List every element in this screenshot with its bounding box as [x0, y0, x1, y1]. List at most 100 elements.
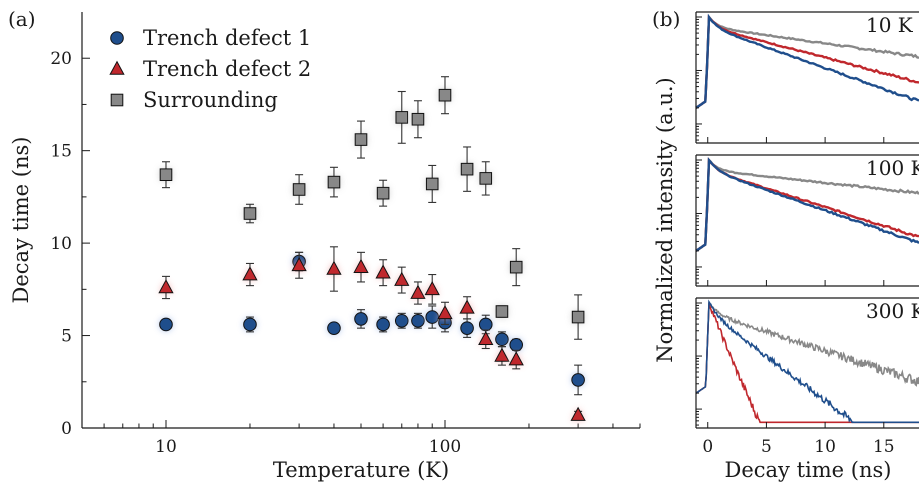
panel-a-x-ticks: 10 100 [81, 420, 641, 457]
data-point-trench2 [242, 262, 258, 287]
point-marker [394, 271, 410, 286]
series-trench1 [159, 251, 585, 396]
data-point-surrounding [438, 76, 452, 115]
data-point-trench1 [571, 364, 585, 396]
panel-b-x-axis-label: Decay time (ns) [725, 458, 892, 482]
panel-a-label: (a) [8, 7, 36, 31]
point-marker [376, 317, 390, 332]
point-marker [459, 299, 475, 314]
point-marker [354, 133, 368, 146]
decay-curve-trench1 [695, 299, 919, 424]
point-marker [494, 347, 510, 362]
data-point-trench1 [495, 331, 509, 348]
subpanel-0: 10 K [695, 11, 919, 144]
data-point-surrounding [411, 100, 425, 139]
point-marker [509, 260, 523, 274]
point-marker [158, 279, 174, 294]
point-marker [375, 264, 391, 279]
data-point-trench2 [570, 406, 586, 421]
point-marker [570, 406, 586, 421]
data-point-trench2 [394, 266, 410, 294]
data-point-trench1 [376, 316, 390, 333]
panel-b-x-tick-label: 5 [761, 437, 772, 457]
data-point-surrounding [509, 248, 523, 287]
legend-label: Trench defect 1 [143, 26, 311, 50]
decay-curve-trench2 [695, 14, 919, 109]
data-point-trench2 [375, 259, 391, 287]
point-marker [495, 305, 509, 318]
y-tick-label: 10 [50, 234, 72, 254]
data-point-trench1 [327, 321, 341, 335]
y-tick-label: 20 [50, 49, 72, 69]
data-point-trench2 [459, 296, 475, 320]
subpanel-temperature-label: 300 K [866, 299, 919, 323]
panel-b-x-tick-label: 10 [814, 437, 836, 457]
point-marker [291, 256, 307, 272]
panel-a-x-axis-label: Temperature (K) [273, 458, 449, 482]
point-marker [376, 186, 390, 200]
panel-b-x-tick-label: 15 [873, 437, 895, 457]
point-marker [327, 321, 341, 335]
point-marker [424, 280, 440, 296]
point-marker [353, 258, 369, 273]
data-point-trench1 [460, 318, 474, 338]
data-point-surrounding [395, 90, 409, 144]
data-point-trench1 [394, 312, 409, 329]
x-tick-label: 10 [155, 437, 177, 457]
decay-curve-trench1 [695, 13, 919, 109]
point-marker [571, 310, 585, 324]
data-point-surrounding [460, 146, 474, 192]
point-marker [354, 312, 368, 326]
decay-curve-trench1 [695, 157, 919, 252]
point-marker [243, 317, 257, 332]
point-marker [292, 183, 306, 196]
data-point-trench2 [437, 301, 453, 326]
x-tick-label: 100 [429, 437, 461, 457]
point-marker [438, 88, 452, 102]
data-point-surrounding [354, 120, 368, 159]
panel-b-x-tick-label: 0 [702, 437, 713, 457]
panel-b: (b) Normalized intensity (a.u.) 10 K 100 … [652, 7, 919, 482]
point-marker [508, 351, 524, 366]
data-point-trench2 [158, 275, 174, 300]
y-tick-label: 0 [61, 419, 72, 439]
legend-label: Trench defect 2 [143, 57, 311, 81]
panel-a-y-ticks: 0 5 10 15 20 [50, 49, 90, 439]
data-point-surrounding [425, 164, 439, 203]
point-marker [243, 207, 257, 220]
legend-marker [109, 60, 125, 75]
point-marker [394, 313, 409, 328]
panel-a-y-axis-label: Decay time (ns) [9, 137, 33, 304]
panel-a-series [158, 76, 586, 421]
data-point-trench2 [478, 329, 494, 350]
point-marker [478, 330, 494, 346]
series-trench2 [158, 246, 586, 421]
data-point-trench2 [326, 246, 342, 292]
data-point-trench1 [411, 312, 425, 329]
point-marker [495, 332, 509, 347]
data-point-trench1 [354, 309, 368, 329]
point-marker [326, 260, 342, 275]
data-point-surrounding [571, 294, 585, 340]
point-marker [478, 317, 493, 332]
y-tick-label: 15 [50, 142, 72, 162]
data-point-surrounding [243, 203, 257, 224]
point-marker [159, 168, 173, 182]
subpanel-temperature-label: 10 K [866, 13, 914, 37]
point-marker [479, 172, 493, 185]
legend-entry-surrounding: Surrounding [110, 88, 278, 112]
subpanel-1: 100 K [695, 154, 919, 287]
data-point-surrounding [327, 166, 341, 198]
decay-curve-surrounding [695, 14, 919, 109]
data-point-surrounding [495, 305, 509, 318]
series-surrounding [159, 76, 585, 340]
point-marker [395, 111, 409, 124]
legend: Trench defect 1 Trench defect 2 Surroundin… [109, 26, 311, 112]
data-point-trench2 [508, 349, 524, 370]
point-marker [411, 313, 425, 328]
legend-marker [110, 93, 124, 107]
data-point-trench1 [425, 305, 440, 329]
data-point-surrounding [479, 161, 493, 196]
subpanel-2: 300 K [695, 297, 919, 429]
